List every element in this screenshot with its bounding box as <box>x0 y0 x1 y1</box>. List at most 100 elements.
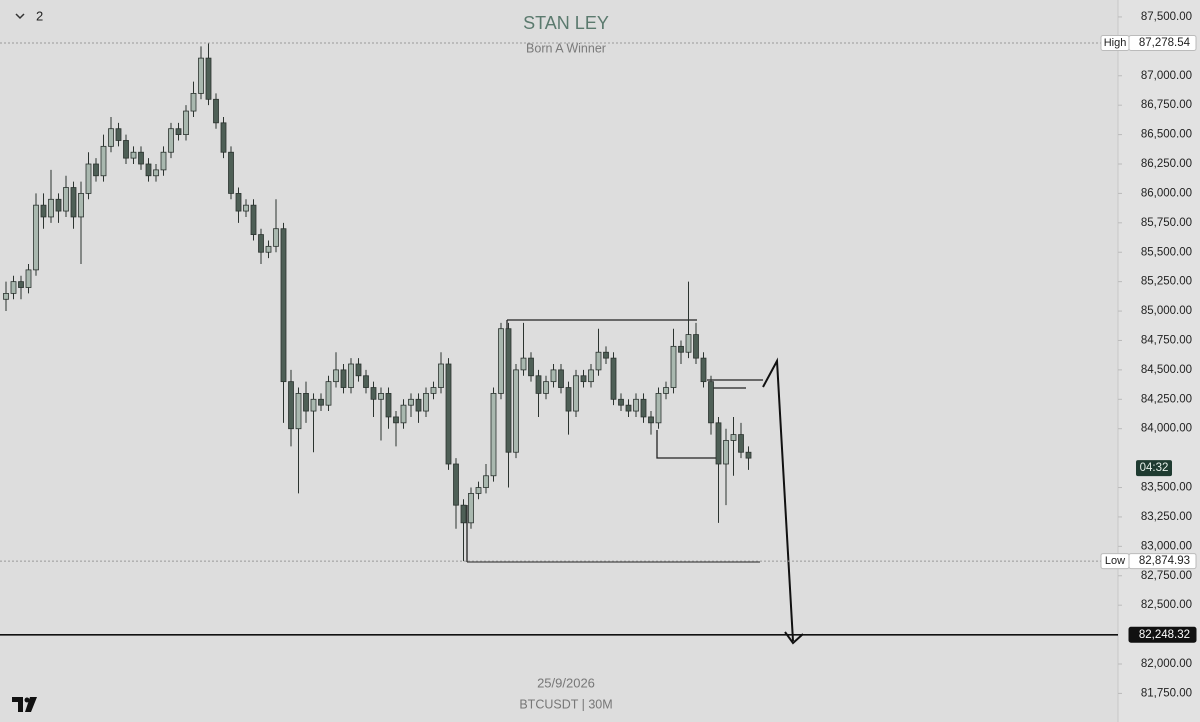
candle-body <box>325 381 332 406</box>
candle-body <box>340 369 347 388</box>
candle-body <box>730 434 737 441</box>
candle-body <box>588 369 594 383</box>
y-tick-label: 86,500.00 <box>1141 129 1192 141</box>
candle-body <box>723 440 729 465</box>
candle-body <box>288 381 294 430</box>
candle-body <box>693 334 699 359</box>
y-tick-label: 83,250.00 <box>1141 511 1192 523</box>
candle-body <box>168 128 174 153</box>
candle-body <box>138 151 144 165</box>
candles <box>3 42 752 562</box>
chart-title: STAN LEY <box>523 13 609 33</box>
chart-subtitle: Born A Winner <box>526 41 606 55</box>
y-tick-label: 86,750.00 <box>1141 99 1192 111</box>
y-tick-label: 85,500.00 <box>1141 246 1192 258</box>
candle-body <box>333 369 339 383</box>
candle-body <box>520 357 527 371</box>
candle-body <box>198 57 204 94</box>
y-tick-label: 82,750.00 <box>1141 570 1192 582</box>
y-tick-label: 84,500.00 <box>1141 364 1192 376</box>
candle-body <box>48 198 54 218</box>
candle-body <box>160 151 167 171</box>
y-tick-label: 83,500.00 <box>1141 482 1192 494</box>
y-tick-label: 84,250.00 <box>1141 393 1192 405</box>
candle-body <box>220 122 227 153</box>
candle-body <box>663 387 669 394</box>
candle-body <box>670 345 677 388</box>
candle-body <box>565 387 572 412</box>
candle-body <box>505 328 512 453</box>
price-level-tag: High <box>1104 37 1127 49</box>
candle-body <box>55 198 62 212</box>
candle-body <box>678 345 684 353</box>
pane-label: 2 <box>36 8 43 23</box>
candle-body <box>453 463 459 506</box>
candle-body <box>85 163 92 194</box>
y-tick-label: 84,000.00 <box>1141 423 1192 435</box>
candle-body <box>483 475 489 488</box>
candle-body <box>550 369 557 383</box>
candle-body <box>475 487 482 494</box>
candle-body <box>580 375 587 383</box>
candle-body <box>573 375 579 412</box>
candle-body <box>595 351 602 371</box>
candle-body <box>708 381 714 424</box>
candle-body <box>273 228 279 247</box>
date-label: 25/9/2026 <box>537 675 595 690</box>
candle-body <box>535 375 542 394</box>
y-tick-label: 86,250.00 <box>1141 158 1192 170</box>
y-tick-label: 81,750.00 <box>1141 687 1192 699</box>
candle-body <box>10 281 17 294</box>
candle-body <box>460 504 467 524</box>
candle-body <box>318 398 324 406</box>
candle-body <box>378 393 384 400</box>
candle-body <box>250 204 257 235</box>
candle-body <box>498 328 504 394</box>
candle-body <box>258 234 264 253</box>
candle-body <box>393 416 399 424</box>
candle-body <box>558 369 564 388</box>
candle-body <box>715 422 722 465</box>
candle-body <box>655 393 662 424</box>
projection-arrow <box>762 357 804 645</box>
candle-body <box>190 93 197 112</box>
price-level-tag: Low <box>1105 555 1125 567</box>
candle-body <box>153 169 159 177</box>
candle-body <box>625 404 632 412</box>
price-axis-panel <box>1118 0 1200 722</box>
candle-body <box>18 281 24 288</box>
candle-body <box>603 351 609 359</box>
y-tick-label: 82,000.00 <box>1141 658 1192 670</box>
candle-body <box>355 363 362 377</box>
candle-body <box>25 269 32 288</box>
candle-body <box>213 98 219 124</box>
candle-body <box>400 404 407 424</box>
candle-body <box>183 110 189 135</box>
candle-body <box>610 357 617 400</box>
y-tick-label: 83,000.00 <box>1141 540 1192 552</box>
candle-body <box>280 228 287 383</box>
y-tick-label: 85,000.00 <box>1141 305 1192 317</box>
candle-body <box>363 375 369 388</box>
candle-body <box>370 387 377 400</box>
candle-body <box>70 187 77 218</box>
candle-body <box>3 293 9 300</box>
candle-body <box>700 357 707 383</box>
candle-body <box>543 381 549 394</box>
candle-body <box>78 193 84 218</box>
candle-body <box>490 393 497 477</box>
countdown-badge <box>1136 460 1172 477</box>
price-level-label: 82,874.93 <box>1139 555 1190 567</box>
candle-body <box>423 393 429 412</box>
candle-body <box>385 393 392 418</box>
candle-body <box>175 128 182 135</box>
candle-body <box>430 387 437 394</box>
candle-body <box>295 393 302 430</box>
price-level-tag-box <box>1100 553 1130 570</box>
collapse-chevron[interactable] <box>15 13 25 20</box>
candle-body <box>235 193 242 212</box>
candle-body <box>438 363 444 388</box>
candle-body <box>130 151 137 159</box>
